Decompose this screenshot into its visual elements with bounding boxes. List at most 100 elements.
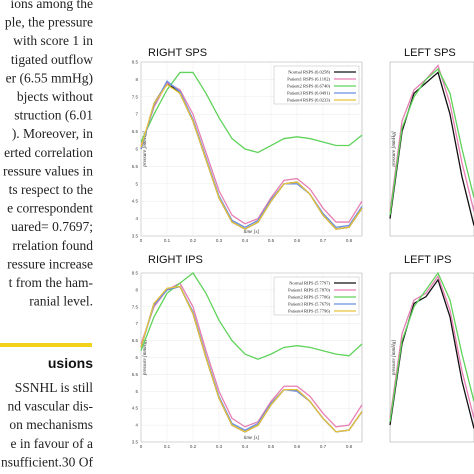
y-tick-label: 6 bbox=[135, 355, 138, 360]
legend-label: Patient1 RIPS (5.7870) bbox=[288, 288, 330, 293]
series-line bbox=[140, 71, 363, 154]
y-tick-label: 4 bbox=[135, 423, 138, 428]
x-tick-label: 0.5 bbox=[268, 444, 275, 449]
text-line: SSNHL is still bbox=[15, 380, 94, 395]
legend-label: Patient2 RIPS (5.7706) bbox=[288, 295, 330, 300]
text-line: on mechanisms bbox=[9, 417, 93, 432]
x-tick-label: 0.5 bbox=[268, 238, 275, 243]
text-line: bjects without bbox=[17, 89, 93, 104]
x-axis-label: time [s] bbox=[244, 230, 260, 235]
y-tick-label: 5.5 bbox=[132, 372, 139, 377]
text-line: t from the ham- bbox=[9, 275, 94, 290]
x-tick-label: 0.3 bbox=[216, 444, 223, 449]
y-tick-label: 8.5 bbox=[132, 271, 139, 276]
legend-label: Patient3 RIPS (5.7679) bbox=[288, 302, 330, 307]
x-tick-label: 0.2 bbox=[190, 444, 197, 449]
text-line: ranial level. bbox=[29, 294, 93, 309]
y-tick-label: 4 bbox=[135, 216, 138, 221]
legend-label: Patient1 RSPS (6.1102) bbox=[287, 77, 330, 82]
series-line bbox=[140, 80, 363, 229]
x-tick-label: 0 bbox=[140, 444, 143, 449]
y-tick-label: 7 bbox=[135, 112, 138, 117]
x-axis-label: time [s] bbox=[244, 436, 260, 441]
text-line: nsufficient.30 Of bbox=[1, 454, 93, 469]
text-line: ple, the pressure bbox=[5, 15, 93, 30]
chart-title: RIGHT SPS bbox=[148, 47, 207, 59]
legend-label: Patient4 RIPS (5.7796) bbox=[288, 309, 330, 314]
x-tick-label: 0.3 bbox=[216, 238, 223, 243]
y-tick-label: 5 bbox=[135, 181, 138, 186]
y-tick-label: 8 bbox=[135, 77, 138, 82]
chart-title: RIGHT IPS bbox=[148, 254, 203, 266]
section-heading: usions bbox=[48, 355, 93, 371]
text-line: ressure values in bbox=[3, 163, 93, 178]
text-line: er (6.55 mmHg) bbox=[6, 70, 93, 85]
series-line bbox=[140, 83, 363, 230]
y-tick-label: 8.5 bbox=[132, 60, 139, 65]
x-tick-label: 0.4 bbox=[242, 238, 249, 243]
y-tick-label: 4.5 bbox=[132, 406, 139, 411]
y-tick-label: 6.5 bbox=[132, 129, 139, 134]
y-tick-label: 7 bbox=[135, 321, 138, 326]
text-line: ressure increase bbox=[7, 256, 93, 271]
series-line bbox=[389, 278, 474, 429]
section-bar bbox=[0, 343, 92, 347]
text-line: rrelation found bbox=[12, 238, 93, 253]
series-line bbox=[389, 71, 474, 226]
y-axis-label: pressure [mmHg] bbox=[392, 131, 397, 167]
legend-label: Normal RIPS (5.7797) bbox=[289, 281, 330, 286]
x-tick-label: 0.7 bbox=[320, 238, 327, 243]
plot-area bbox=[389, 61, 474, 237]
text-line: ions among the bbox=[11, 0, 94, 11]
y-tick-label: 7.5 bbox=[132, 94, 139, 99]
y-tick-label: 8 bbox=[135, 287, 138, 292]
x-tick-label: 0.8 bbox=[346, 444, 353, 449]
legend-label: Normal RSPS (6.0258) bbox=[288, 70, 330, 75]
text-line: tigated outflow bbox=[11, 52, 93, 67]
y-tick-label: 4.5 bbox=[132, 199, 139, 204]
y-axis-label: pressure [mmHg] bbox=[143, 131, 148, 167]
x-tick-label: 0.6 bbox=[294, 238, 301, 243]
series-line bbox=[389, 67, 474, 216]
legend-label: Patient3 RSPS (6.0491) bbox=[287, 91, 330, 96]
text-line: e in favour of a bbox=[11, 436, 93, 451]
chart-title: LEFT SPS bbox=[404, 47, 456, 59]
x-tick-label: 0.1 bbox=[164, 238, 171, 243]
series-line bbox=[389, 274, 474, 419]
series-line bbox=[389, 271, 474, 422]
legend-label: Patient4 RSPS (6.0233) bbox=[287, 98, 330, 103]
text-line: e correspondent bbox=[7, 201, 93, 216]
text-line: ts respect to the bbox=[9, 182, 93, 197]
chart-title: LEFT IPS bbox=[404, 254, 451, 266]
y-tick-label: 5.5 bbox=[132, 164, 139, 169]
x-tick-label: 0.1 bbox=[164, 444, 171, 449]
y-axis-label: pressure [mmHg] bbox=[392, 340, 397, 376]
series-line bbox=[140, 285, 363, 433]
series-line bbox=[140, 272, 363, 360]
plot-area bbox=[389, 272, 474, 443]
series-line bbox=[140, 81, 363, 225]
y-tick-label: 7.5 bbox=[132, 304, 139, 309]
y-tick-label: 3.5 bbox=[132, 234, 139, 239]
y-axis-label: pressure [mmHg] bbox=[143, 340, 148, 376]
y-tick-label: 6 bbox=[135, 147, 138, 152]
text-line: erted correlation bbox=[4, 145, 93, 160]
y-tick-label: 5 bbox=[135, 389, 138, 394]
x-tick-label: 0 bbox=[140, 238, 143, 243]
text-line: struction (6.01 bbox=[14, 108, 93, 123]
text-line: with score 1 in bbox=[13, 33, 93, 48]
text-line: nd vascular dis- bbox=[8, 399, 94, 414]
series-line bbox=[389, 64, 474, 212]
x-tick-label: 0.7 bbox=[320, 444, 327, 449]
y-tick-label: 6.5 bbox=[132, 338, 139, 343]
y-tick-label: 3.5 bbox=[132, 440, 139, 445]
x-tick-label: 0.8 bbox=[346, 238, 353, 243]
x-tick-label: 0.2 bbox=[190, 238, 197, 243]
text-line: ). Moreover, in bbox=[12, 126, 93, 141]
x-tick-label: 0.4 bbox=[242, 444, 249, 449]
legend-label: Patient2 RSPS (6.6740) bbox=[287, 84, 330, 89]
text-line: uared= 0.7697; bbox=[11, 219, 93, 234]
x-tick-label: 0.6 bbox=[294, 444, 301, 449]
